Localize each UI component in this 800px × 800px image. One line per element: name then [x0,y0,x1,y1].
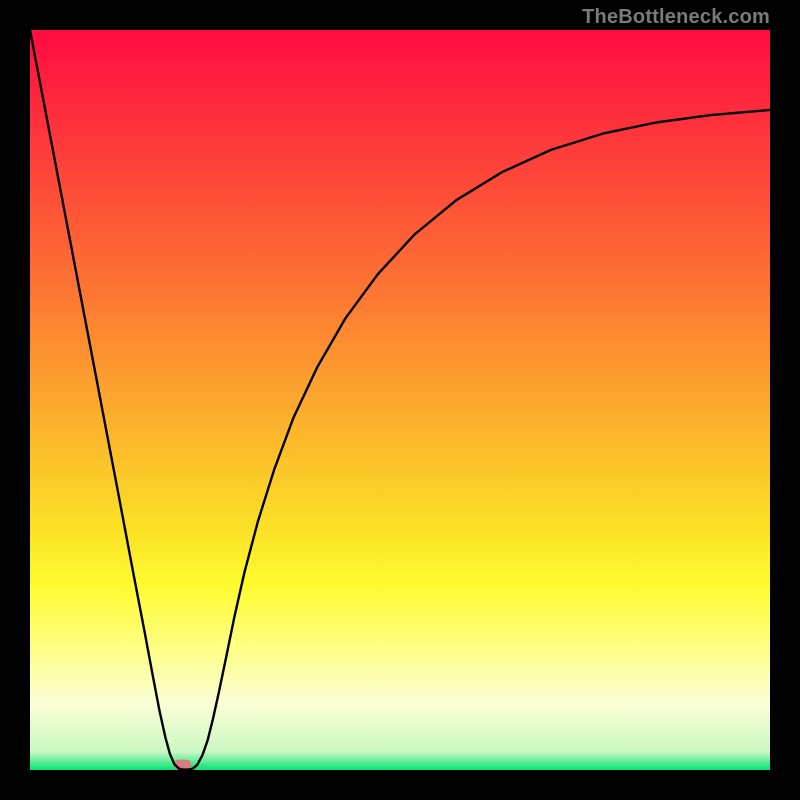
curve-layer [30,30,770,770]
plot-area [30,30,770,770]
chart-container: TheBottleneck.com [0,0,800,800]
bottleneck-curve [30,30,770,770]
watermark-label: TheBottleneck.com [582,6,770,29]
